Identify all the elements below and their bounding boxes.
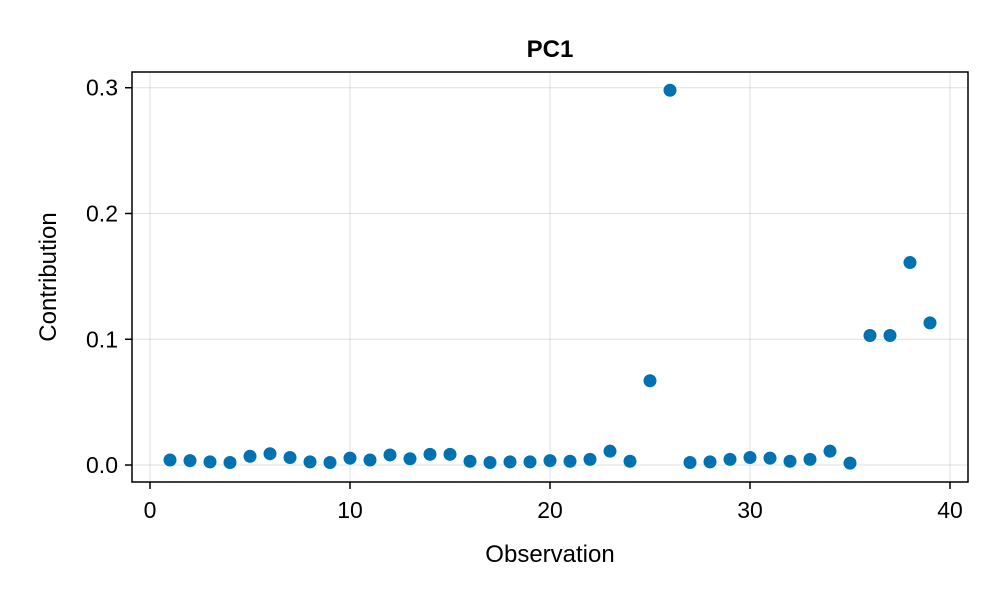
data-point: [243, 449, 257, 463]
data-point: [343, 451, 357, 465]
data-point: [663, 83, 677, 97]
data-point: [363, 453, 377, 467]
data-point: [163, 453, 177, 467]
y-tick-label: 0.0: [86, 452, 118, 478]
x-tick-label: 40: [937, 497, 963, 523]
data-point: [903, 256, 917, 270]
y-axis-label: Contribution: [35, 212, 62, 341]
y-tick-label: 0.1: [86, 326, 118, 352]
data-point: [563, 454, 577, 468]
data-point: [703, 455, 717, 469]
data-point: [683, 456, 697, 470]
data-point: [423, 447, 437, 461]
data-point: [783, 454, 797, 468]
data-point: [183, 454, 197, 468]
data-point: [403, 452, 417, 466]
data-point: [723, 452, 737, 466]
data-point: [843, 456, 857, 470]
data-point: [883, 328, 897, 342]
y-tick-label: 0.3: [86, 75, 118, 101]
data-point: [923, 316, 937, 330]
x-axis: 0 10 20 30 40: [144, 482, 963, 523]
data-point: [583, 452, 597, 466]
data-point: [203, 455, 217, 469]
x-tick-label: 30: [737, 497, 763, 523]
data-point: [303, 455, 317, 469]
data-point: [383, 448, 397, 462]
x-tick-label: 10: [337, 497, 363, 523]
data-point: [283, 450, 297, 464]
y-tick-label: 0.2: [86, 200, 118, 226]
x-tick-label: 0: [144, 497, 157, 523]
data-point: [323, 456, 337, 470]
data-point: [543, 454, 557, 468]
data-point: [483, 456, 497, 470]
x-axis-label: Observation: [485, 541, 614, 568]
data-point: [523, 455, 537, 469]
data-point: [223, 456, 237, 470]
data-point: [763, 451, 777, 465]
data-point: [443, 447, 457, 461]
data-point: [463, 454, 477, 468]
data-point: [823, 444, 837, 458]
data-point: [263, 447, 277, 461]
data-point: [863, 328, 877, 342]
data-point: [503, 455, 517, 469]
grid: [132, 72, 968, 482]
y-axis: 0.0 0.1 0.2 0.3: [86, 75, 132, 478]
data-point: [603, 444, 617, 458]
x-tick-label: 20: [537, 497, 563, 523]
chart-title: PC1: [527, 36, 574, 63]
data-point: [623, 454, 637, 468]
data-point: [803, 452, 817, 466]
data-point: [743, 450, 757, 464]
data-point: [643, 374, 657, 388]
data-points: [163, 83, 937, 470]
